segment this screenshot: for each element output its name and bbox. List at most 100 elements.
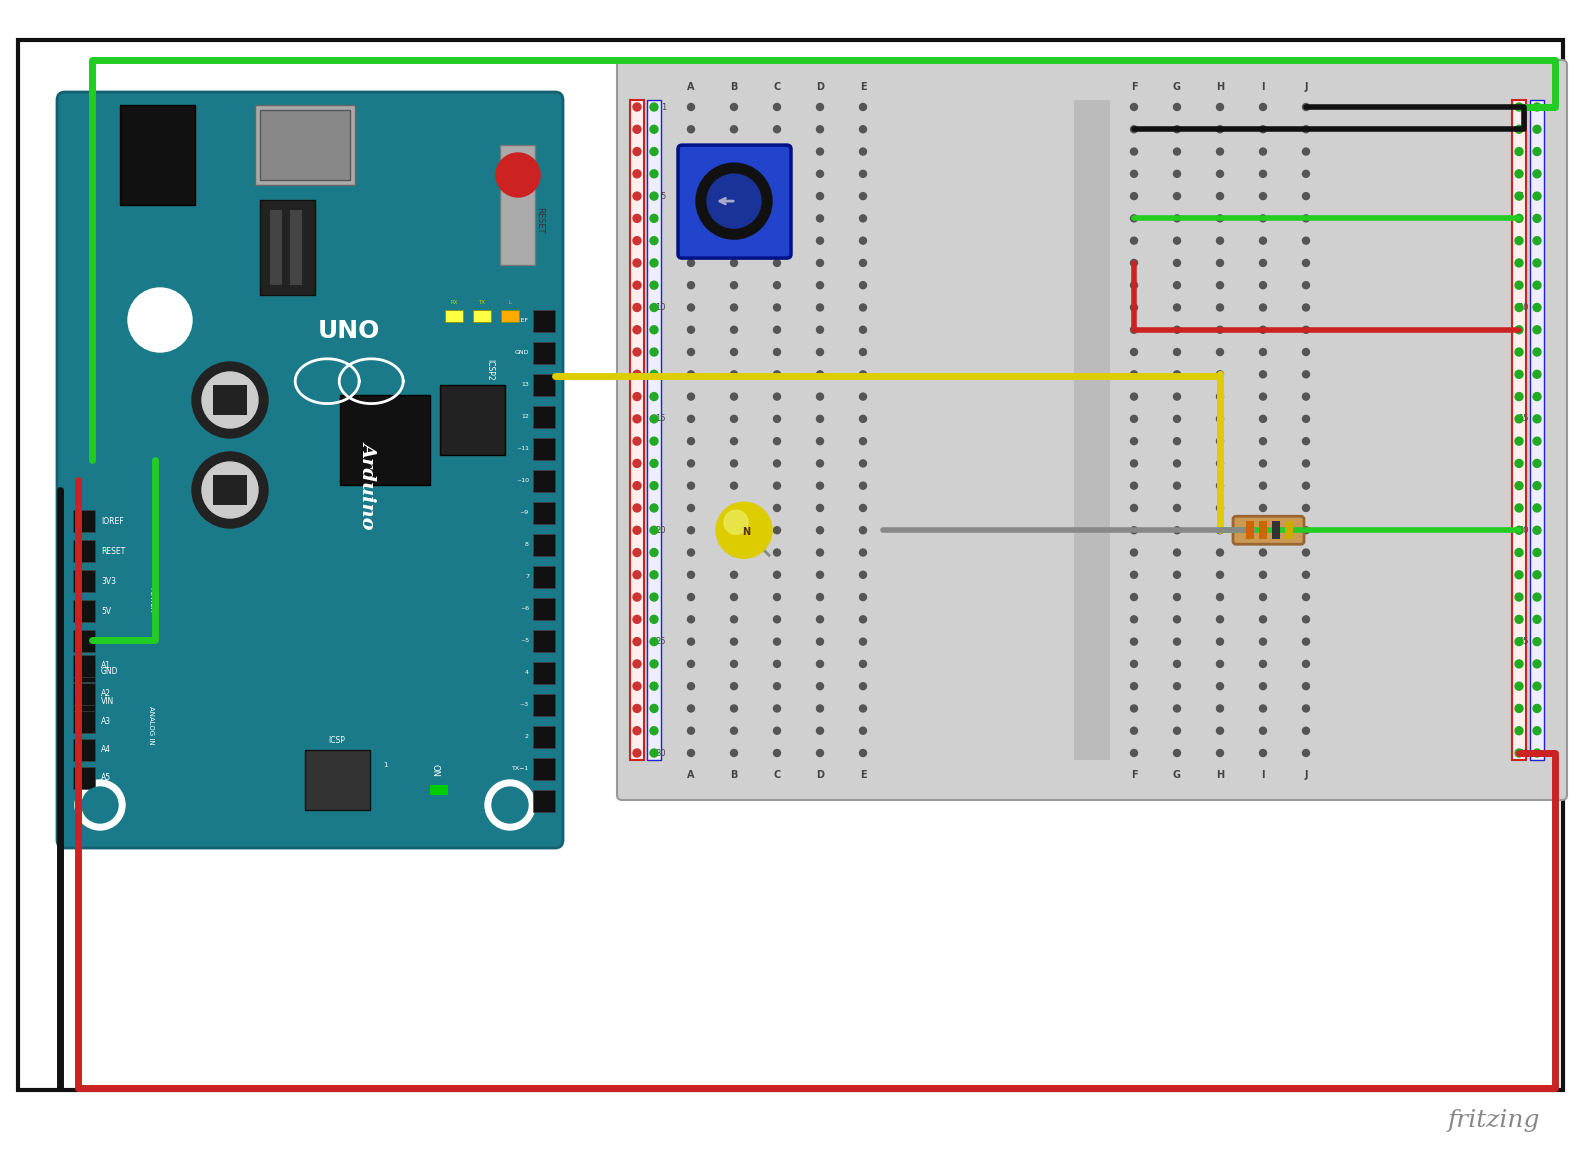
Circle shape — [1130, 438, 1138, 445]
Circle shape — [1217, 572, 1223, 579]
Circle shape — [860, 126, 866, 133]
Text: 15: 15 — [1518, 415, 1529, 424]
Circle shape — [1130, 683, 1138, 690]
Circle shape — [688, 193, 694, 200]
Circle shape — [1532, 549, 1542, 557]
Circle shape — [773, 661, 781, 668]
Bar — [1531, 100, 1543, 760]
Circle shape — [1302, 215, 1310, 222]
Circle shape — [816, 170, 824, 178]
Circle shape — [633, 549, 641, 557]
Circle shape — [1130, 594, 1138, 601]
Circle shape — [773, 260, 781, 267]
Circle shape — [633, 705, 641, 713]
Circle shape — [650, 148, 658, 156]
Circle shape — [773, 193, 781, 200]
Circle shape — [650, 103, 658, 111]
Circle shape — [1217, 728, 1223, 735]
Circle shape — [1259, 638, 1267, 646]
Circle shape — [193, 452, 268, 528]
Circle shape — [1174, 393, 1180, 400]
Circle shape — [688, 148, 694, 155]
Text: GND: GND — [101, 666, 118, 676]
Bar — [533, 566, 555, 588]
Circle shape — [731, 349, 737, 356]
Circle shape — [773, 393, 781, 400]
Bar — [73, 571, 95, 593]
Bar — [260, 200, 316, 295]
Circle shape — [650, 660, 658, 668]
Circle shape — [860, 616, 866, 623]
Circle shape — [731, 460, 737, 467]
Bar — [339, 395, 429, 485]
Circle shape — [860, 705, 866, 711]
Text: J: J — [1305, 770, 1308, 780]
Circle shape — [650, 281, 658, 289]
Circle shape — [1217, 104, 1223, 111]
Circle shape — [650, 683, 658, 691]
Circle shape — [816, 594, 824, 601]
Text: C: C — [773, 82, 781, 92]
Text: H: H — [1217, 770, 1225, 780]
Bar — [213, 385, 248, 415]
Circle shape — [1174, 750, 1180, 757]
Bar — [73, 690, 95, 711]
Circle shape — [1515, 549, 1523, 557]
Circle shape — [816, 661, 824, 668]
Circle shape — [773, 549, 781, 556]
Circle shape — [816, 438, 824, 445]
Circle shape — [1174, 193, 1180, 200]
Circle shape — [633, 237, 641, 245]
Circle shape — [1174, 460, 1180, 467]
Circle shape — [731, 104, 737, 111]
Bar — [73, 767, 95, 789]
Circle shape — [650, 460, 658, 468]
Circle shape — [650, 371, 658, 379]
Circle shape — [1259, 705, 1267, 711]
Circle shape — [1130, 304, 1138, 311]
Circle shape — [1302, 393, 1310, 400]
Circle shape — [1515, 415, 1523, 423]
Circle shape — [860, 505, 866, 512]
Circle shape — [1515, 638, 1523, 646]
Text: 20: 20 — [1518, 526, 1529, 535]
Circle shape — [1532, 103, 1542, 111]
Bar — [647, 100, 661, 760]
Circle shape — [1515, 683, 1523, 691]
Circle shape — [1217, 237, 1223, 244]
Circle shape — [773, 638, 781, 646]
Circle shape — [1217, 371, 1223, 378]
Circle shape — [773, 750, 781, 757]
Circle shape — [1302, 750, 1310, 757]
Circle shape — [731, 304, 737, 311]
Circle shape — [1515, 504, 1523, 512]
Text: RESET: RESET — [535, 207, 544, 233]
Circle shape — [1259, 371, 1267, 378]
Circle shape — [731, 215, 737, 222]
Circle shape — [650, 304, 658, 312]
Text: 10: 10 — [655, 303, 666, 312]
Circle shape — [1130, 416, 1138, 423]
Text: A: A — [688, 82, 694, 92]
Circle shape — [688, 326, 694, 334]
Text: 4: 4 — [525, 671, 529, 676]
Text: 13: 13 — [521, 382, 529, 387]
Text: 30: 30 — [655, 748, 666, 758]
Text: D: D — [816, 82, 824, 92]
Circle shape — [860, 371, 866, 378]
Circle shape — [1532, 460, 1542, 468]
Circle shape — [633, 170, 641, 178]
Circle shape — [688, 260, 694, 267]
Circle shape — [773, 482, 781, 490]
Circle shape — [1174, 638, 1180, 646]
Circle shape — [650, 393, 658, 401]
Circle shape — [1174, 148, 1180, 155]
Circle shape — [731, 705, 737, 711]
Circle shape — [1515, 571, 1523, 579]
Circle shape — [1174, 371, 1180, 378]
Circle shape — [860, 170, 866, 178]
Circle shape — [731, 371, 737, 378]
Circle shape — [816, 416, 824, 423]
Circle shape — [1217, 282, 1223, 289]
Text: ~10: ~10 — [516, 478, 529, 484]
